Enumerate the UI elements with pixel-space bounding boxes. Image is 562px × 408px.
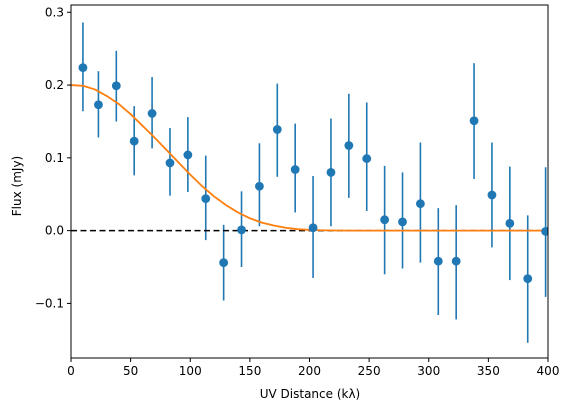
data-point xyxy=(380,215,390,225)
x-axis-label: UV Distance (kλ) xyxy=(260,387,361,401)
x-tick-label: 100 xyxy=(179,364,202,378)
x-tick-label: 350 xyxy=(477,364,500,378)
y-axis-label: Flux (mJy) xyxy=(10,156,24,216)
data-point xyxy=(147,109,157,118)
data-point xyxy=(398,217,407,227)
y-tick-label: 0.0 xyxy=(45,224,64,238)
data-point xyxy=(129,136,139,146)
data-point xyxy=(433,256,443,266)
data-point xyxy=(237,225,246,235)
data-point xyxy=(362,154,372,163)
data-point xyxy=(165,158,175,168)
y-tick-label: 0.3 xyxy=(45,5,64,19)
x-tick-label: 400 xyxy=(537,364,560,378)
x-tick-label: 200 xyxy=(298,364,321,378)
data-point xyxy=(111,81,121,91)
x-tick-label: 0 xyxy=(67,364,75,378)
y-tick-label: 0.2 xyxy=(45,78,64,92)
data-point xyxy=(451,256,461,266)
x-tick-label: 250 xyxy=(358,364,381,378)
data-point xyxy=(308,223,318,233)
data-point xyxy=(78,63,88,72)
data-point xyxy=(326,168,336,177)
axes: 0 50 100 150 200 250 300 350 400 −0.1 0.0 0.1 0.2 0.3 xyxy=(35,4,560,378)
y-tick-label: −0.1 xyxy=(35,296,64,310)
y-tick-label: 0.1 xyxy=(45,151,64,165)
data-point xyxy=(505,218,515,228)
x-tick-label: 150 xyxy=(238,364,261,378)
model-curve xyxy=(71,84,548,232)
data-point xyxy=(219,258,229,268)
data-point xyxy=(523,274,533,284)
data-point xyxy=(183,150,193,160)
data-point xyxy=(416,199,425,209)
x-tick-label: 50 xyxy=(123,364,138,378)
data-point xyxy=(541,226,548,236)
data-point xyxy=(469,116,479,126)
plot-area xyxy=(71,22,548,343)
data-point xyxy=(201,194,211,204)
data-point xyxy=(344,141,354,150)
data-point xyxy=(290,165,300,174)
data-point xyxy=(487,190,497,200)
data-point xyxy=(94,100,103,110)
data-point xyxy=(272,125,282,134)
plot-clipped-group xyxy=(71,22,548,343)
x-tick-label: 300 xyxy=(417,364,440,378)
data-point xyxy=(255,181,264,191)
